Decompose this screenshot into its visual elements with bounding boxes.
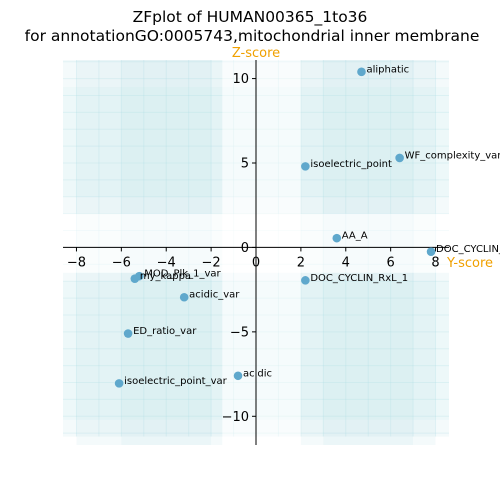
- data-point: [114, 379, 124, 388]
- x-tick-label: 2: [297, 255, 305, 270]
- data-point-label: DOC_CYCLIN_RxL_1: [436, 244, 500, 255]
- y-tick-label: −5: [230, 325, 249, 340]
- data-point: [426, 247, 436, 256]
- x-tick-label: −6: [112, 255, 131, 270]
- chart-subtitle: for annotationGO:0005743,mitochondrial i…: [25, 27, 480, 45]
- data-point: [395, 153, 404, 163]
- y-tick-label: 0: [241, 241, 249, 256]
- data-point-label: MOD_Plk_1_var: [144, 269, 221, 280]
- data-point-label: AA_A: [342, 231, 368, 242]
- data-point-label: ED_ratio_var: [133, 326, 197, 337]
- y-tick-label: 5: [241, 157, 249, 172]
- data-point-label: DOC_CYCLIN_RxL_1: [310, 273, 408, 284]
- data-point: [233, 371, 243, 381]
- x-tick-label: 4: [342, 255, 350, 270]
- x-tick-label: 8: [431, 255, 439, 270]
- axes: [63, 60, 449, 445]
- data-point-label: isoelectric_point: [310, 159, 392, 170]
- tick-labels: −8 −6 −4 −2 0 2 4 6 8 −10 −5 0 5 10: [67, 72, 440, 425]
- data-point: [179, 292, 189, 302]
- chart-title: ZFplot of HUMAN00365_1to36: [133, 8, 368, 27]
- data-point-label: isoelectric_point_var: [124, 376, 228, 387]
- x-axis-label: Y-score: [446, 256, 493, 271]
- y-tick-label: 10: [232, 72, 249, 87]
- y-axis-label: Z-score: [232, 46, 280, 61]
- data-point: [301, 162, 310, 171]
- data-point-label: WF_complexity_var: [405, 150, 500, 161]
- x-tick-label: 0: [252, 255, 260, 270]
- data-point-label: my_kappa: [140, 271, 191, 282]
- x-tick-label: −2: [202, 255, 221, 270]
- data-point: [357, 67, 366, 77]
- data-point: [123, 329, 133, 338]
- data-point-label: acidic_var: [189, 290, 240, 301]
- data-point: [301, 276, 310, 285]
- data-point-label: acidic: [243, 368, 272, 379]
- data-point-label: aliphatic: [366, 64, 409, 75]
- data-points: aliphatic WF_complexity_var isoelectric_po…: [114, 64, 500, 388]
- data-point: [332, 233, 342, 243]
- background-center-strip: [222, 60, 301, 445]
- x-tick-label: −8: [67, 255, 86, 270]
- x-tick-label: 6: [387, 255, 395, 270]
- y-tick-label: −10: [222, 410, 249, 425]
- data-point: [130, 274, 140, 283]
- x-tick-label: −4: [157, 255, 176, 270]
